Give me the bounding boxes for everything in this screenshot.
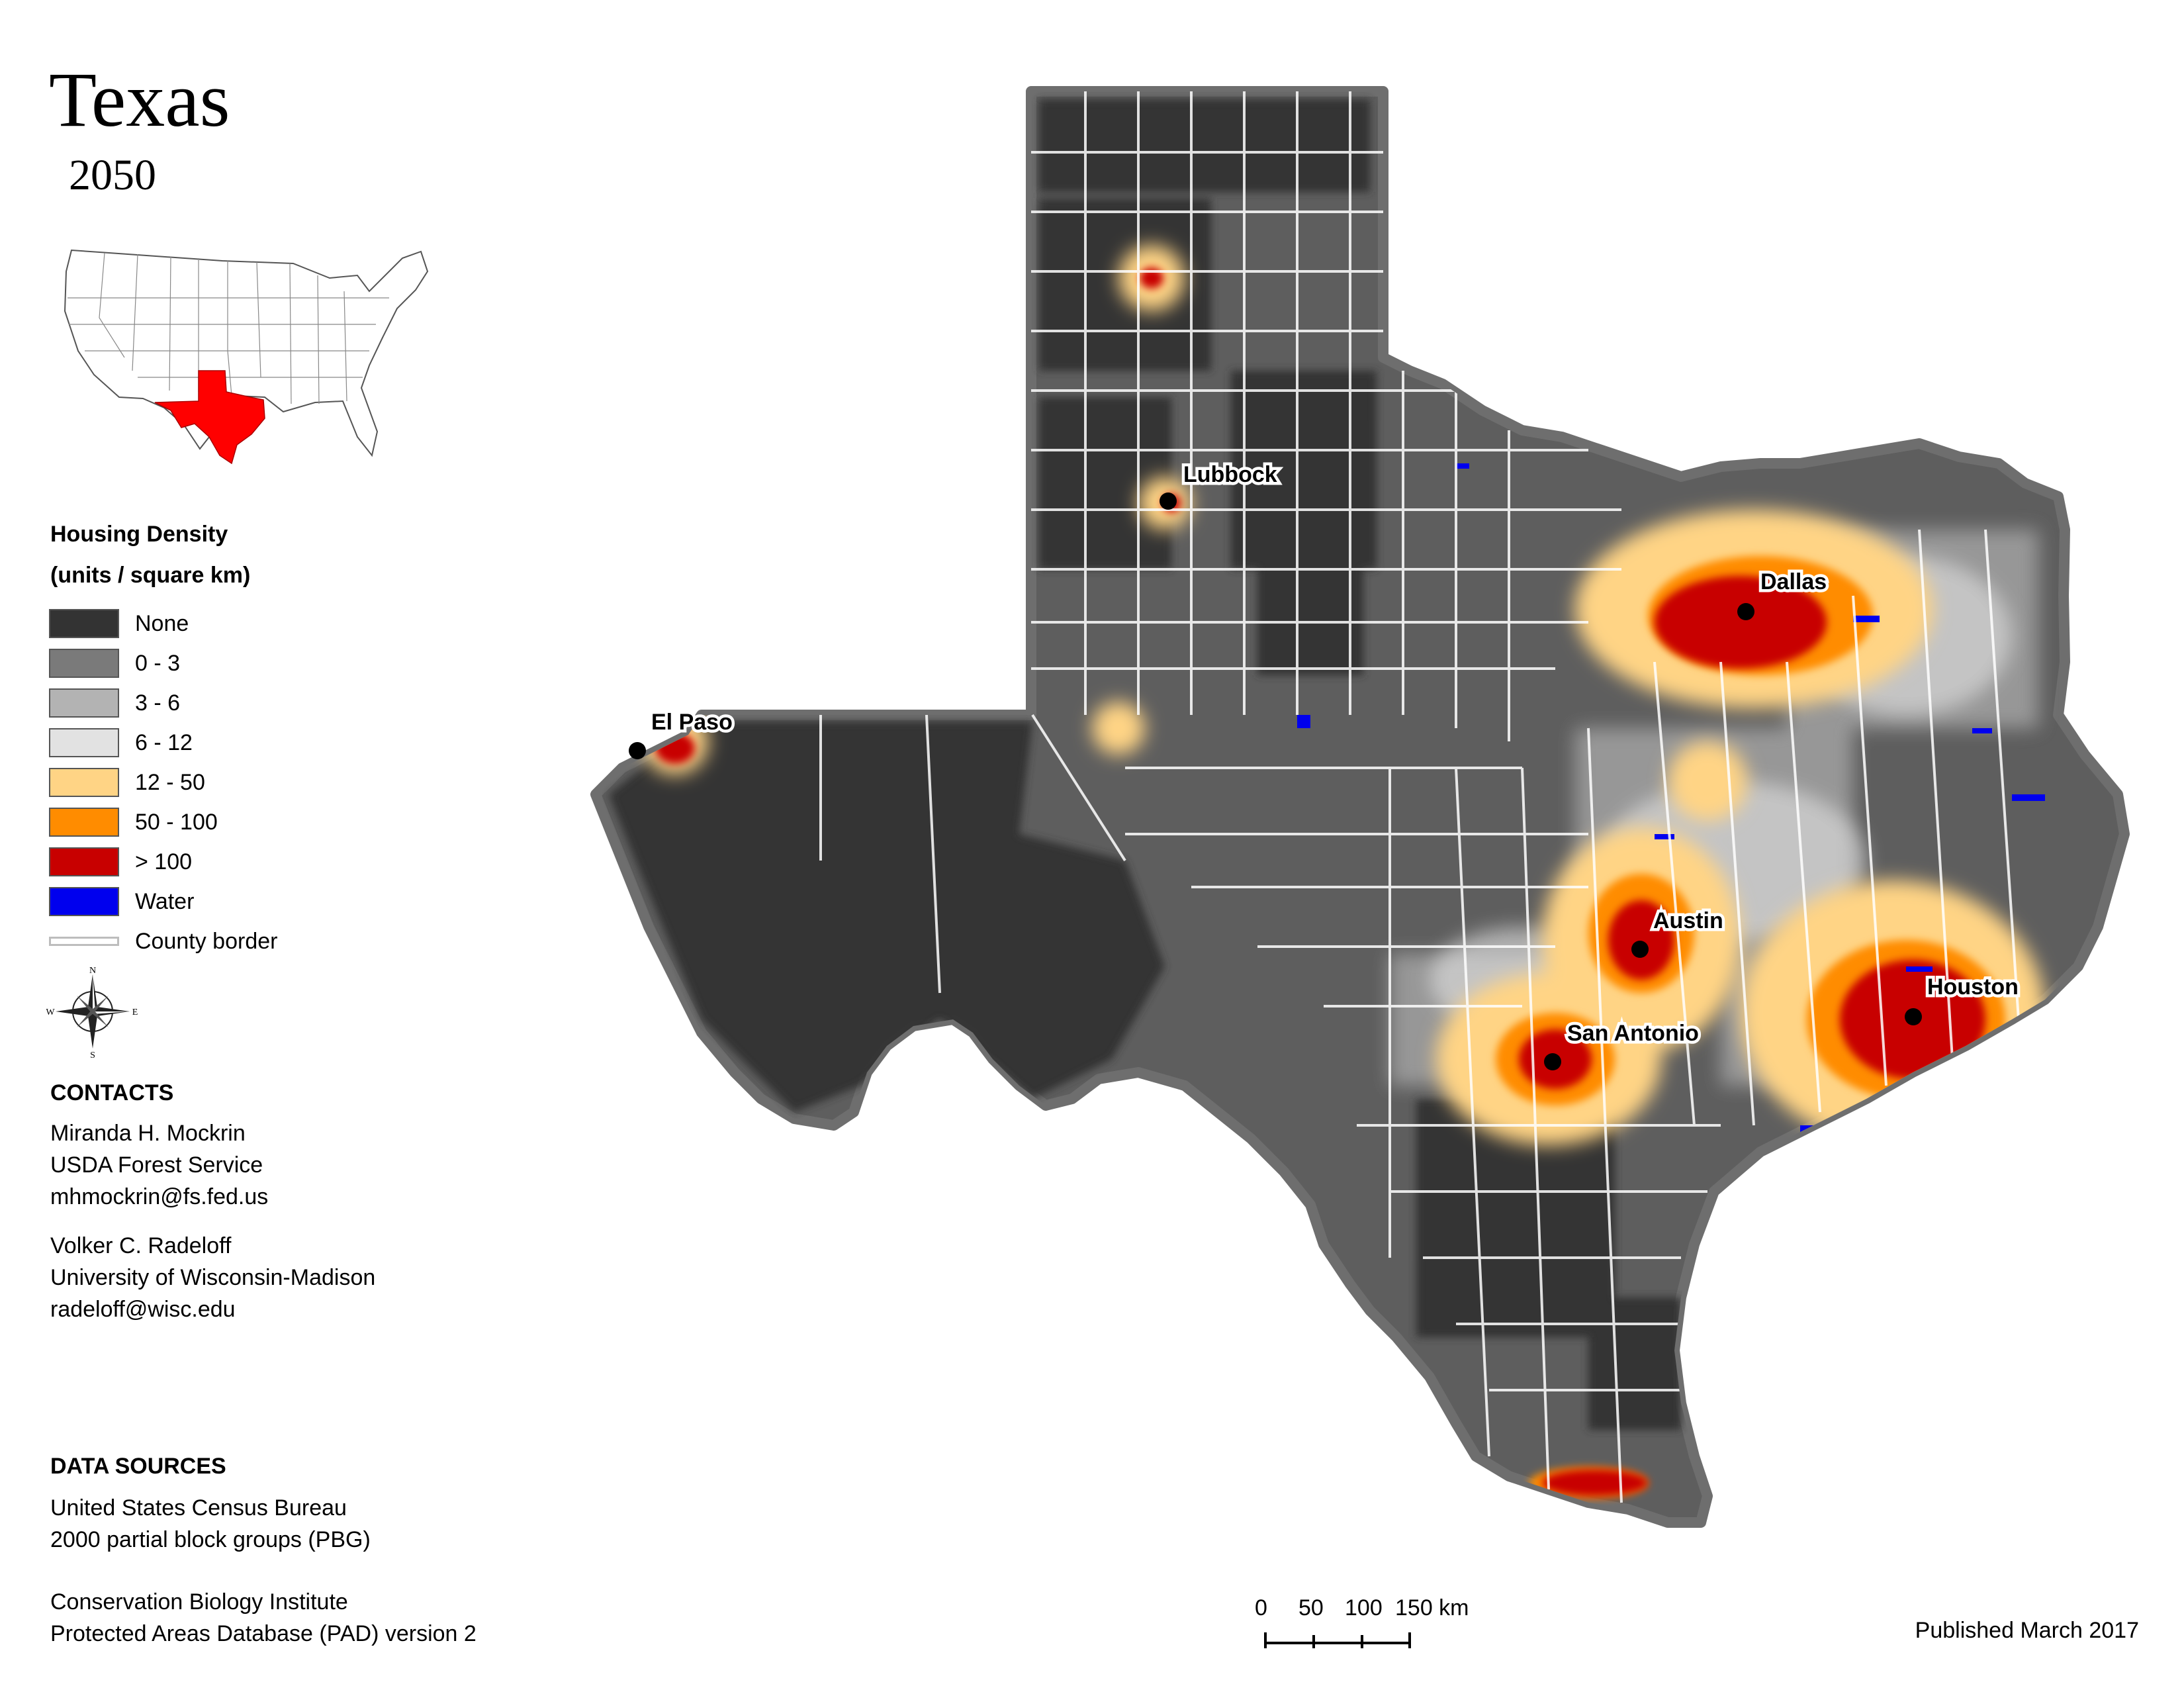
city-dot-dallas — [1737, 603, 1754, 620]
legend-item-3-6: 3 - 6 — [49, 683, 277, 723]
city-markers: Lubbock Dallas El Paso Austin Houston Sa… — [629, 459, 2021, 1070]
legend-swatch — [49, 728, 119, 757]
data-sources-heading: DATA SOURCES — [50, 1454, 226, 1479]
legend-label: 50 - 100 — [135, 809, 218, 835]
contact-org: USDA Forest Service — [50, 1152, 263, 1178]
legend-label: 3 - 6 — [135, 690, 181, 716]
legend-label: None — [135, 610, 189, 636]
contact-email: radeloff@wisc.edu — [50, 1297, 236, 1322]
compass-n: N — [89, 966, 96, 976]
published-date: Published March 2017 — [1915, 1618, 2139, 1643]
city-dot-lubbock — [1160, 492, 1177, 510]
contact-email: mhmockrin@fs.fed.us — [50, 1184, 269, 1209]
city-label-el-paso: El Paso — [651, 710, 733, 735]
compass-w: W — [46, 1008, 55, 1017]
usa-locator-map — [64, 249, 429, 465]
contact-org: University of Wisconsin-Madison — [50, 1265, 376, 1290]
legend-label: Water — [135, 888, 195, 914]
scale-tick-150: 150 km — [1395, 1595, 1469, 1620]
contact-name: Volker C. Radeloff — [50, 1233, 232, 1258]
legend-swatch — [49, 808, 119, 837]
compass-s: S — [90, 1051, 95, 1058]
scale-tick-100: 100 — [1345, 1595, 1383, 1620]
data-source-line: Protected Areas Database (PAD) version 2 — [50, 1621, 477, 1646]
data-source-2: Conservation Biology Institute Protected… — [50, 1586, 477, 1650]
legend-label: County border — [135, 928, 278, 954]
legend-swatch — [49, 609, 119, 638]
city-label-lubbock: Lubbock — [1183, 462, 1277, 487]
legend-item-water: Water — [49, 882, 277, 921]
data-source-line: Conservation Biology Institute — [50, 1589, 348, 1615]
scale-tick-50: 50 — [1298, 1595, 1324, 1620]
legend-swatch — [49, 688, 119, 718]
legend-swatch — [49, 847, 119, 876]
legend-item-none: None — [49, 604, 277, 643]
data-source-1: United States Census Bureau 2000 partial… — [50, 1492, 371, 1556]
legend-item-county-border: County border — [49, 921, 277, 961]
legend-subtitle: (units / square km) — [50, 563, 251, 588]
legend-title: Housing Density — [50, 522, 228, 547]
compass-e: E — [132, 1008, 138, 1017]
city-dot-san-antonio — [1544, 1053, 1561, 1070]
city-dot-el-paso — [629, 742, 646, 759]
legend-item-0-3: 0 - 3 — [49, 643, 277, 683]
data-source-line: 2000 partial block groups (PBG) — [50, 1527, 371, 1552]
legend-swatch — [49, 768, 119, 797]
city-label-san-antonio: San Antonio — [1567, 1021, 1699, 1046]
usa-outline — [64, 249, 429, 457]
texas-outline — [590, 86, 2130, 1528]
legend-swatch — [49, 887, 119, 916]
county-borders — [819, 91, 2020, 1503]
city-label-houston: Houston — [1927, 974, 2019, 1000]
legend-item-50-100: 50 - 100 — [49, 802, 277, 842]
city-dot-houston — [1905, 1008, 1922, 1025]
legend-item-6-12: 6 - 12 — [49, 723, 277, 763]
legend-label: 12 - 50 — [135, 769, 205, 795]
legend-swatch-border — [49, 937, 119, 946]
legend-item-over-100: > 100 — [49, 842, 277, 882]
scale-tick-0: 0 — [1255, 1595, 1267, 1620]
contact-person-1: Miranda H. Mockrin USDA Forest Service m… — [50, 1117, 268, 1213]
contact-person-2: Volker C. Radeloff University of Wiscons… — [50, 1230, 375, 1325]
compass-rose-icon: N S E W — [46, 966, 138, 1058]
contact-name: Miranda H. Mockrin — [50, 1121, 246, 1146]
texas-highlight — [154, 370, 265, 465]
map-year: 2050 — [69, 151, 156, 199]
legend-label: 0 - 3 — [135, 650, 181, 676]
legend-label: > 100 — [135, 849, 193, 874]
city-label-austin: Austin — [1653, 908, 1723, 933]
legend-item-12-50: 12 - 50 — [49, 763, 277, 802]
legend-label: 6 - 12 — [135, 729, 193, 755]
data-source-line: United States Census Bureau — [50, 1495, 347, 1521]
scale-bar — [1264, 1632, 1411, 1648]
city-dot-austin — [1631, 941, 1649, 958]
legend-swatch — [49, 649, 119, 678]
map-title: Texas — [49, 56, 230, 143]
city-label-dallas: Dallas — [1760, 569, 1827, 594]
legend: None 0 - 3 3 - 6 6 - 12 12 - 50 50 - 100… — [49, 604, 277, 961]
contacts-heading: CONTACTS — [50, 1080, 174, 1105]
